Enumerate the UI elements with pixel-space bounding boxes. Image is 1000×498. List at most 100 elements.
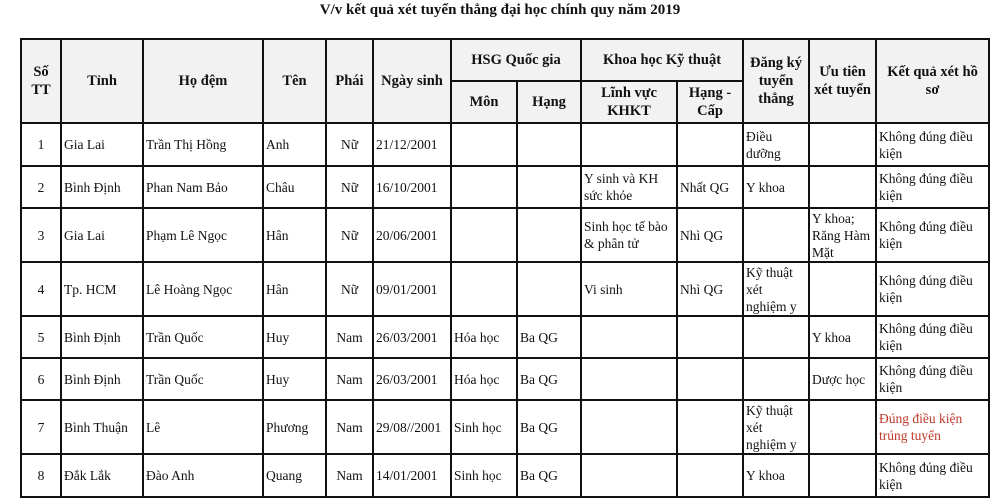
cell-ngay-sinh: 26/03/2001 xyxy=(372,315,452,359)
cell-ket-qua: Không đúng điều kiện xyxy=(875,261,991,317)
cell-ngay-sinh: 21/12/2001 xyxy=(372,122,452,167)
cell-dang-ky xyxy=(742,207,811,263)
cell-stt: 2 xyxy=(20,165,62,209)
table-row: 3 Gia Lai Phạm Lê Ngọc Hân Nữ 20/06/2001 Sinh … xyxy=(20,207,991,263)
cell-tinh: Bình Định xyxy=(60,315,144,359)
table-row: 8 Đắk Lắk Đào Anh Quang Nam 14/01/2001 Sinh họ… xyxy=(20,453,991,498)
cell-hsg-mon xyxy=(450,207,518,263)
cell-khkt-linh-vuc xyxy=(580,122,678,167)
cell-ngay-sinh: 29/08//2001 xyxy=(372,399,452,455)
cell-hsg-mon: Hóa học xyxy=(450,315,518,359)
cell-hsg-mon: Sinh học xyxy=(450,399,518,455)
cell-ho-dem: Trần Quốc xyxy=(142,315,264,359)
cell-ho-dem: Phạm Lê Ngọc xyxy=(142,207,264,263)
cell-stt: 8 xyxy=(20,453,62,498)
cell-ho-dem: Lê xyxy=(142,399,264,455)
cell-ho-dem: Phan Nam Bảo xyxy=(142,165,264,209)
cell-ngay-sinh: 26/03/2001 xyxy=(372,357,452,401)
cell-ho-dem: Trần Quốc xyxy=(142,357,264,401)
cell-hsg-mon xyxy=(450,261,518,317)
cell-stt: 4 xyxy=(20,261,62,317)
table-row: 5 Bình Định Trần Quốc Huy Nam 26/03/2001 Hóa h… xyxy=(20,315,991,359)
cell-ket-qua: Không đúng điều kiện xyxy=(875,122,991,167)
header-uu-tien: Ưu tiên xét tuyển xyxy=(808,38,878,124)
cell-ket-qua: Không đúng điều kiện xyxy=(875,165,991,209)
cell-uu-tien: Y khoa xyxy=(808,315,878,359)
cell-uu-tien xyxy=(808,453,878,498)
cell-tinh: Gia Lai xyxy=(60,207,144,263)
cell-dang-ky xyxy=(742,315,811,359)
cell-ngay-sinh: 14/01/2001 xyxy=(372,453,452,498)
cell-uu-tien xyxy=(808,122,878,167)
header-hsg: HSG Quốc gia xyxy=(450,38,582,82)
header-khkt: Khoa học Kỹ thuật xyxy=(579,38,745,82)
cell-ho-dem: Lê Hoàng Ngọc xyxy=(142,261,264,317)
cell-stt: 1 xyxy=(20,122,62,167)
cell-dang-ky: Kỹ thuật xét nghiệm y xyxy=(742,399,811,455)
cell-ten: Huy xyxy=(262,315,327,359)
cell-hsg-hang: Ba QG xyxy=(516,315,582,359)
cell-ten: Quang xyxy=(262,453,327,498)
cell-tinh: Gia Lai xyxy=(60,122,144,167)
header-hsg-hang: Hạng xyxy=(516,80,582,124)
header-ngay-sinh: Ngày sinh xyxy=(372,38,452,124)
cell-phai: Nữ xyxy=(325,122,374,167)
header-tinh: Tỉnh xyxy=(60,38,144,124)
cell-tinh: Bình Định xyxy=(60,165,144,209)
cell-khkt-linh-vuc xyxy=(580,357,678,401)
cell-tinh: Bình Định xyxy=(60,357,144,401)
cell-phai: Nữ xyxy=(325,165,374,209)
cell-dang-ky: Điều dưỡng xyxy=(742,122,811,167)
cell-khkt-hang: Nhất QG xyxy=(675,165,745,209)
cell-phai: Nam xyxy=(325,399,374,455)
header-dang-ky: Đăng ký tuyển thẳng xyxy=(742,38,811,124)
cell-hsg-mon xyxy=(450,122,518,167)
header-khkt-linh-vuc: Lĩnh vực KHKT xyxy=(580,80,678,124)
header-hsg-mon: Môn xyxy=(450,80,518,124)
cell-uu-tien xyxy=(808,399,878,455)
cell-tinh: Bình Thuận xyxy=(60,399,144,455)
cell-khkt-hang: Nhì QG xyxy=(675,207,745,263)
cell-uu-tien: Y khoa; Răng Hàm Mặt xyxy=(808,207,878,263)
cell-ten: Hân xyxy=(262,261,327,317)
cell-uu-tien xyxy=(808,261,878,317)
cell-khkt-hang: Nhì QG xyxy=(675,261,745,317)
cell-phai: Nam xyxy=(325,357,374,401)
cell-khkt-hang xyxy=(675,399,745,455)
cell-hsg-mon xyxy=(450,165,518,209)
cell-ten: Huy xyxy=(262,357,327,401)
header-ho-dem: Họ đệm xyxy=(142,38,264,124)
header-ket-qua: Kết quả xét hồ sơ xyxy=(875,38,991,124)
cell-phai: Nữ xyxy=(325,261,374,317)
cell-hsg-mon: Hóa học xyxy=(450,357,518,401)
cell-khkt-linh-vuc: Sinh học tế bào & phân tử xyxy=(580,207,678,263)
cell-ket-qua: Không đúng điều kiện xyxy=(875,453,991,498)
cell-phai: Nam xyxy=(325,315,374,359)
table-row: 1 Gia Lai Trần Thị Hồng Anh Nữ 21/12/2001 Điều… xyxy=(20,122,991,167)
header-phai: Phái xyxy=(325,38,374,124)
table-row: 2 Bình Định Phan Nam Bảo Châu Nữ 16/10/2001 Y … xyxy=(20,165,991,209)
cell-khkt-linh-vuc: Vi sinh xyxy=(580,261,678,317)
cell-stt: 5 xyxy=(20,315,62,359)
cell-ket-qua: Không đúng điều kiện xyxy=(875,357,991,401)
cell-ho-dem: Đào Anh xyxy=(142,453,264,498)
cell-hsg-hang xyxy=(516,207,582,263)
cell-ngay-sinh: 09/01/2001 xyxy=(372,261,452,317)
cell-dang-ky xyxy=(742,357,811,401)
cell-hsg-hang xyxy=(516,165,582,209)
cell-khkt-hang xyxy=(675,453,745,498)
cell-phai: Nữ xyxy=(325,207,374,263)
cell-hsg-hang xyxy=(516,122,582,167)
table-row: 4 Tp. HCM Lê Hoàng Ngọc Hân Nữ 09/01/2001 Vi s… xyxy=(20,261,991,317)
cell-phai: Nam xyxy=(325,453,374,498)
cell-ngay-sinh: 16/10/2001 xyxy=(372,165,452,209)
cell-khkt-hang xyxy=(675,357,745,401)
cell-ho-dem: Trần Thị Hồng xyxy=(142,122,264,167)
cell-dang-ky: Kỹ thuật xét nghiệm y xyxy=(742,261,811,317)
cell-khkt-linh-vuc xyxy=(580,315,678,359)
cell-uu-tien xyxy=(808,165,878,209)
cell-uu-tien: Dược học xyxy=(808,357,878,401)
cell-stt: 7 xyxy=(20,399,62,455)
table-row: 7 Bình Thuận Lê Phương Nam 29/08//2001 Sinh họ… xyxy=(20,399,991,455)
cell-ten: Phương xyxy=(262,399,327,455)
